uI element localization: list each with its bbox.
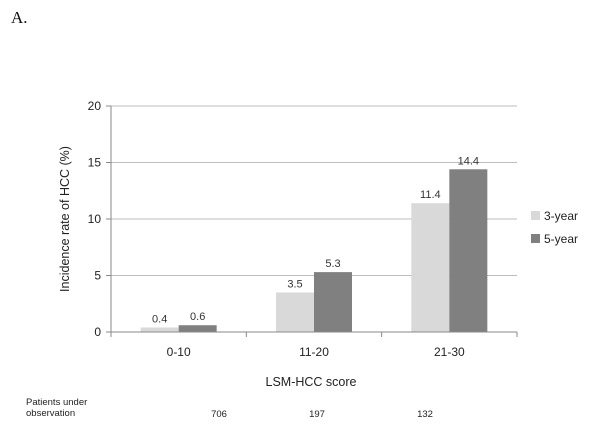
legend-label-5-year: 5-year [544, 232, 578, 246]
bar-5-year-11-20 [314, 272, 352, 332]
legend: 3-year 5-year [531, 209, 578, 246]
y-tick-label-20: 20 [88, 99, 102, 113]
data-label-3-year-11-20: 3.5 [287, 278, 302, 290]
data-label-3-year-21-30: 11.4 [420, 189, 441, 201]
legend-swatch-3-year [531, 211, 540, 220]
labels: 0 5 10 15 20 0-10 0.4 0.6 11-20 3.5 5.3 21-30 11.4 14… [88, 99, 479, 359]
x-axis-title: LSM-HCC score [266, 375, 357, 389]
data-label-5-year-21-30: 14.4 [458, 155, 479, 167]
x-tick-label-21-30: 21-30 [434, 345, 465, 359]
y-tick-label-15: 15 [88, 156, 102, 170]
legend-label-3-year: 3-year [544, 209, 578, 223]
legend-swatch-5-year [531, 234, 540, 243]
observation-label: Patients under observation [26, 397, 136, 419]
bars [140, 169, 488, 332]
bar-5-year-21-30 [449, 169, 488, 332]
observation-count-21-30: 132 [417, 409, 433, 420]
data-label-5-year-11-20: 5.3 [325, 258, 340, 270]
data-label-5-year-0-10: 0.6 [190, 311, 205, 323]
panel-letter: A. [11, 8, 28, 27]
axes [106, 105, 518, 337]
bar-5-year-0-10 [178, 325, 217, 332]
y-tick-label-5: 5 [94, 269, 101, 283]
x-tick-label-0-10: 0-10 [167, 345, 191, 359]
y-tick-label-0: 0 [94, 325, 101, 339]
observation-label-line1: Patients under [26, 397, 88, 408]
y-tick-label-10: 10 [88, 212, 102, 226]
data-label-3-year-0-10: 0.4 [152, 313, 167, 325]
observation-count-11-20: 197 [309, 409, 325, 420]
observation-count-0-10: 706 [211, 409, 227, 420]
x-tick-label-11-20: 11-20 [299, 345, 329, 359]
observation-label-line2: observation [26, 408, 76, 419]
bar-3-year-11-20 [276, 292, 314, 332]
y-axis-title: Incidence rate of HCC (%) [58, 146, 72, 292]
bar-3-year-21-30 [411, 203, 450, 332]
bar-3-year-0-10 [140, 327, 179, 332]
